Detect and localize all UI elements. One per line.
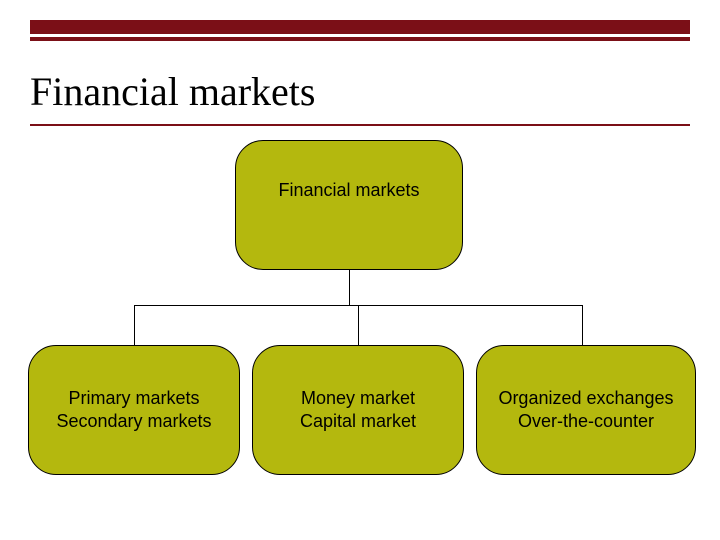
child-node-primary-secondary: Primary markets Secondary markets — [28, 345, 240, 475]
child-node-money-capital: Money market Capital market — [252, 345, 464, 475]
org-chart-diagram: Financial markets Primary markets Second… — [0, 140, 720, 510]
page-title: Financial markets — [30, 68, 315, 115]
child-node-line: Money market — [301, 387, 415, 410]
child-node-line: Capital market — [300, 410, 416, 433]
connector-root-down — [349, 270, 350, 305]
child-node-exchanges-otc: Organized exchanges Over-the-counter — [476, 345, 696, 475]
child-node-line: Over-the-counter — [518, 410, 654, 433]
child-node-line: Secondary markets — [56, 410, 211, 433]
border-thick — [30, 20, 690, 34]
child-node-line: Primary markets — [68, 387, 199, 410]
connector-drop-center — [358, 305, 359, 345]
title-underline — [30, 124, 690, 126]
connector-drop-left — [134, 305, 135, 345]
decorative-top-border — [30, 20, 690, 41]
child-node-line: Organized exchanges — [498, 387, 673, 410]
connector-drop-right — [582, 305, 583, 345]
root-node-label: Financial markets — [278, 179, 419, 202]
root-node: Financial markets — [235, 140, 463, 270]
border-thin — [30, 37, 690, 41]
